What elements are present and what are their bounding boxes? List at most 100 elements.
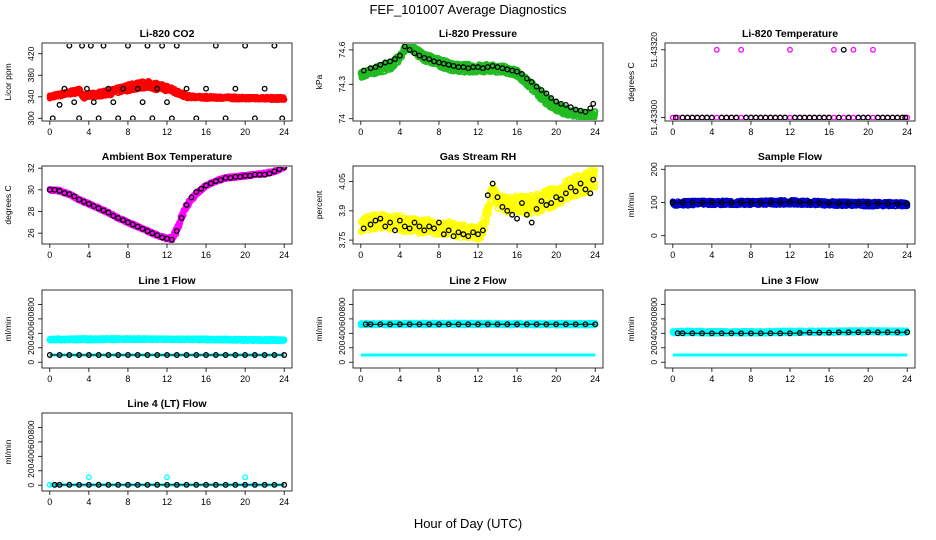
x-tick-label: 12	[473, 127, 483, 137]
data-point	[115, 115, 122, 120]
x-tick-label: 24	[590, 250, 600, 260]
y-axis-label: percent	[314, 190, 324, 219]
data-point	[392, 227, 398, 234]
data-point	[360, 67, 367, 74]
x-tick-label: 4	[709, 250, 714, 260]
x-tick-label: 4	[397, 250, 402, 260]
data-point	[271, 44, 278, 49]
data-point	[543, 202, 550, 208]
data-point	[787, 114, 793, 120]
data-point	[733, 114, 740, 120]
data-point	[850, 114, 857, 120]
y-tick-label: 100	[649, 195, 659, 209]
data-point	[56, 101, 63, 108]
data-point	[81, 198, 87, 205]
x-tick-label: 20	[240, 127, 250, 137]
data-point	[144, 44, 151, 49]
data-point	[592, 184, 599, 191]
x-tick-label: 16	[201, 127, 211, 137]
data-point	[738, 46, 745, 53]
data-point	[149, 115, 156, 120]
data-point	[518, 71, 525, 77]
data-point	[173, 44, 180, 49]
data-point	[61, 85, 68, 92]
x-tick-label: 20	[863, 250, 873, 260]
data-point	[743, 114, 750, 120]
data-point	[553, 194, 560, 201]
data-point	[120, 217, 127, 224]
data-point	[242, 44, 249, 49]
data-point	[587, 190, 594, 197]
x-tick-label: 0	[670, 250, 675, 260]
data-point	[533, 83, 540, 90]
data-point	[372, 217, 379, 224]
x-tick-label: 0	[670, 127, 675, 137]
data-point	[485, 211, 492, 218]
data-point	[232, 85, 239, 92]
data-point	[76, 196, 83, 203]
data-point	[124, 219, 131, 226]
data-point	[772, 114, 779, 120]
data-point	[762, 114, 769, 120]
data-point	[261, 85, 268, 92]
data-point	[183, 202, 190, 208]
data-point	[212, 44, 219, 49]
data-point	[787, 46, 793, 53]
data-point	[874, 114, 881, 120]
y-tick-label: 3.75	[337, 232, 347, 249]
data-point	[360, 225, 367, 232]
data-point	[718, 114, 725, 120]
x-tick-label: 8	[748, 250, 753, 260]
data-point	[105, 209, 112, 216]
data-point	[188, 194, 195, 201]
data-point	[484, 192, 491, 199]
x-tick-label: 12	[785, 250, 795, 260]
x-tick-label: 8	[125, 250, 130, 260]
data-point	[704, 114, 710, 120]
data-point	[100, 207, 107, 214]
data-point	[406, 225, 413, 232]
data-point	[193, 189, 200, 195]
data-point	[538, 198, 545, 205]
data-point	[279, 115, 286, 120]
data-point	[684, 114, 691, 120]
data-point	[486, 204, 493, 211]
data-point	[271, 168, 278, 175]
data-point	[777, 114, 784, 120]
y-tick-label: 340	[26, 89, 36, 103]
data-point	[421, 227, 428, 234]
data-point	[164, 99, 170, 106]
data-point	[590, 176, 597, 183]
data-point	[159, 44, 166, 49]
data-point	[483, 219, 490, 226]
data-point	[367, 221, 374, 228]
data-point	[49, 115, 56, 120]
data-point	[251, 115, 258, 120]
chart-title: Li-820 Temperature	[742, 28, 838, 40]
y-tick-label: 74	[337, 114, 347, 124]
data-point	[811, 114, 818, 120]
data-layer	[46, 44, 288, 120]
data-point	[396, 52, 403, 59]
x-tick-label: 12	[473, 250, 483, 260]
data-point	[572, 188, 579, 195]
data-point	[801, 114, 808, 120]
data-point	[830, 46, 837, 53]
chart-title: Gas Stream RH	[440, 151, 516, 163]
data-layer	[357, 44, 599, 120]
data-point	[840, 114, 847, 120]
data-point	[139, 99, 146, 106]
data-point	[791, 114, 798, 120]
data-point	[514, 68, 521, 75]
data-point	[723, 114, 730, 120]
data-point	[183, 85, 190, 92]
data-point	[217, 177, 224, 184]
y-axis-label: degrees C	[626, 62, 636, 101]
data-point	[738, 114, 745, 120]
data-point	[85, 200, 92, 207]
x-tick-label: 8	[748, 127, 753, 137]
y-tick-label: 4.05	[337, 173, 347, 190]
